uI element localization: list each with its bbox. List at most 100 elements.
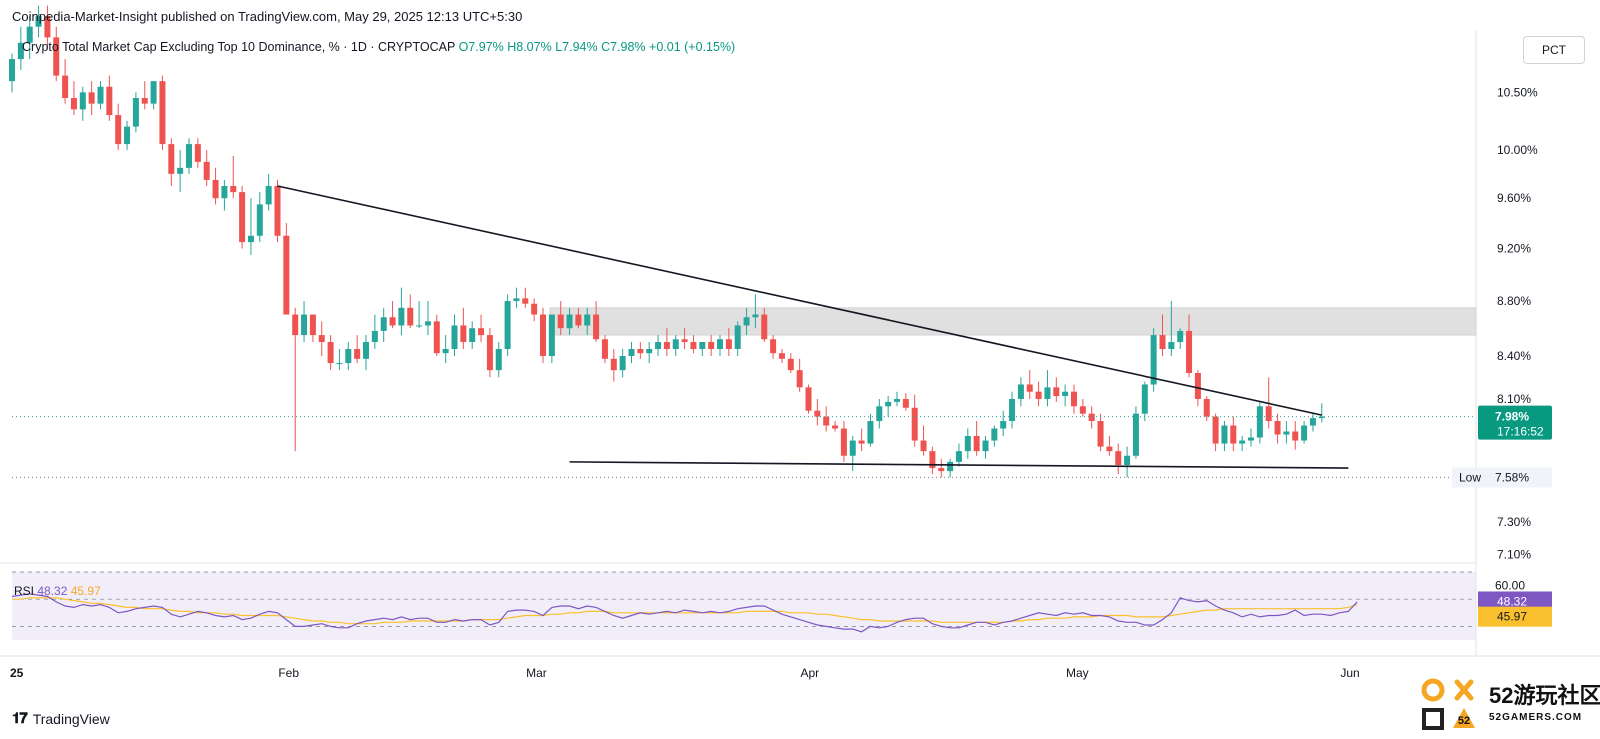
x-tick-label: Jun [1340,666,1359,680]
y-tick-label: 10.00% [1497,143,1538,157]
candle [1221,421,1228,452]
candle [902,393,909,411]
candle-body [1292,431,1299,441]
tradingview-logo[interactable]: ⁠𝟏𝟕 TradingView [12,710,110,727]
candle [416,301,423,329]
candle-body [823,416,830,426]
y-tick-label: 8.10% [1497,392,1531,406]
candle-body [132,97,139,127]
candle [637,342,644,359]
candle-body [610,358,617,371]
candle-body [1009,398,1016,422]
candle [460,307,467,349]
candle-body [1168,342,1175,349]
candle-body [1000,421,1007,429]
candle-body [354,348,361,359]
candle-body [1053,387,1060,397]
candle [1124,446,1131,478]
candle-body [778,353,785,359]
candle-body [292,314,299,336]
candle [548,314,555,364]
candle [380,307,387,343]
ohlc-open: O7.97% [458,40,504,54]
candle [1026,370,1033,399]
candle-body [1141,384,1148,414]
y-tick-label: 10.50% [1497,85,1538,99]
candle-body [531,303,538,315]
candle [849,436,856,472]
candle [79,86,86,121]
candle-body [1301,425,1308,441]
candle [832,421,839,432]
candle [929,446,936,475]
candle-body [973,436,980,452]
candle-body [256,204,263,236]
x-tick-label: May [1066,666,1089,680]
candle [495,342,502,378]
candle-body [17,42,24,60]
candle-body [1097,421,1104,447]
candle-body [840,428,847,456]
time-axis[interactable]: 25 Feb Mar Apr May Jun [10,666,1360,680]
candle [17,26,24,71]
rsi-legend[interactable]: RSI 48.32 45.97 [14,584,101,598]
candle-body [451,325,458,349]
candle-body [955,451,962,462]
candle [1044,370,1051,407]
watermark: 52 52游玩社区 52GAMERS.COM [1419,676,1600,736]
x-tick-label: Mar [526,666,547,680]
candle-body [681,339,688,343]
candle-body [363,342,369,359]
candle [398,287,405,336]
candle-body [504,301,511,349]
candle [991,425,998,447]
countdown-label: 17:16:52 [1497,425,1544,439]
symbol-legend[interactable]: Crypto Total Market Cap Excluding Top 10… [22,40,735,54]
candle [840,421,847,462]
candle [593,301,600,343]
grid-lines [0,30,1600,657]
candle [486,328,493,378]
candle-body [876,406,883,422]
candle [752,294,759,329]
candle-body [106,86,113,116]
candle-body [327,342,334,364]
ohlc-high: H8.07% [507,40,552,54]
publish-info: Coinpedia-Market-Insight published on Tr… [12,9,523,24]
candle-body [168,144,175,174]
candle-body [646,348,653,354]
candle [1071,384,1077,414]
candle-body [1309,418,1316,426]
candle-body [1221,425,1228,444]
scale-pct-button[interactable]: PCT [1523,36,1585,64]
candle [70,81,77,116]
candle-body [26,26,33,43]
candle [717,335,723,356]
upper-trendline [277,185,1322,416]
candle-body [1239,440,1246,444]
candle [1230,416,1237,452]
candle-body [655,342,662,349]
candle [1186,314,1193,378]
price-axis[interactable]: 10.50%10.00%9.60%9.20%8.80%8.40%8.10%7.6… [1452,85,1552,627]
candle-body [301,314,308,336]
candle-body [991,428,998,441]
candle [239,185,246,249]
candle-body [938,468,945,472]
candle [1141,381,1148,422]
candle [26,16,33,60]
candle [1239,436,1246,452]
candle-body [150,81,157,104]
candle [451,314,458,356]
candle [1318,403,1325,423]
candle [708,335,715,356]
candle [230,155,237,199]
y-tick-label: 7.10% [1497,548,1531,562]
candle-body [672,339,679,349]
candle-body [1230,425,1237,444]
candle [867,413,874,447]
candle-body [920,440,927,452]
candle [478,314,485,343]
rsi-ma-badge [1478,606,1552,627]
